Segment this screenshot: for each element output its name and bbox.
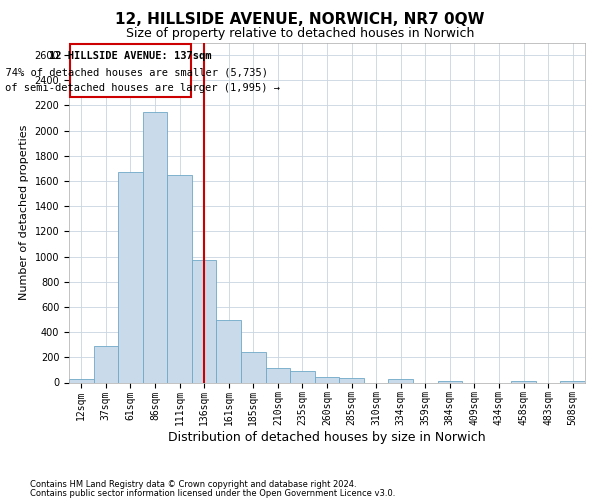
- Bar: [69, 380, 94, 382]
- Bar: [290, 370, 315, 382]
- Bar: [511, 380, 536, 382]
- Text: 12, HILLSIDE AVENUE, NORWICH, NR7 0QW: 12, HILLSIDE AVENUE, NORWICH, NR7 0QW: [115, 12, 485, 28]
- Bar: [315, 378, 339, 382]
- Bar: [560, 381, 585, 382]
- Bar: [94, 346, 118, 383]
- Bar: [118, 172, 143, 382]
- Bar: [437, 381, 462, 382]
- Text: Contains public sector information licensed under the Open Government Licence v3: Contains public sector information licen…: [30, 489, 395, 498]
- Bar: [143, 112, 167, 382]
- Bar: [70, 44, 191, 96]
- Bar: [192, 260, 217, 382]
- Bar: [241, 352, 266, 382]
- Bar: [339, 378, 364, 382]
- Text: Contains HM Land Registry data © Crown copyright and database right 2024.: Contains HM Land Registry data © Crown c…: [30, 480, 356, 489]
- Text: 12 HILLSIDE AVENUE: 137sqm: 12 HILLSIDE AVENUE: 137sqm: [49, 50, 212, 60]
- Y-axis label: Number of detached properties: Number of detached properties: [19, 125, 29, 300]
- X-axis label: Distribution of detached houses by size in Norwich: Distribution of detached houses by size …: [168, 431, 486, 444]
- Bar: [217, 320, 241, 382]
- Text: Size of property relative to detached houses in Norwich: Size of property relative to detached ho…: [126, 28, 474, 40]
- Bar: [167, 174, 192, 382]
- Bar: [266, 368, 290, 382]
- Bar: [388, 380, 413, 382]
- Text: ← 74% of detached houses are smaller (5,735): ← 74% of detached houses are smaller (5,…: [0, 67, 268, 77]
- Text: 26% of semi-detached houses are larger (1,995) →: 26% of semi-detached houses are larger (…: [0, 84, 280, 94]
